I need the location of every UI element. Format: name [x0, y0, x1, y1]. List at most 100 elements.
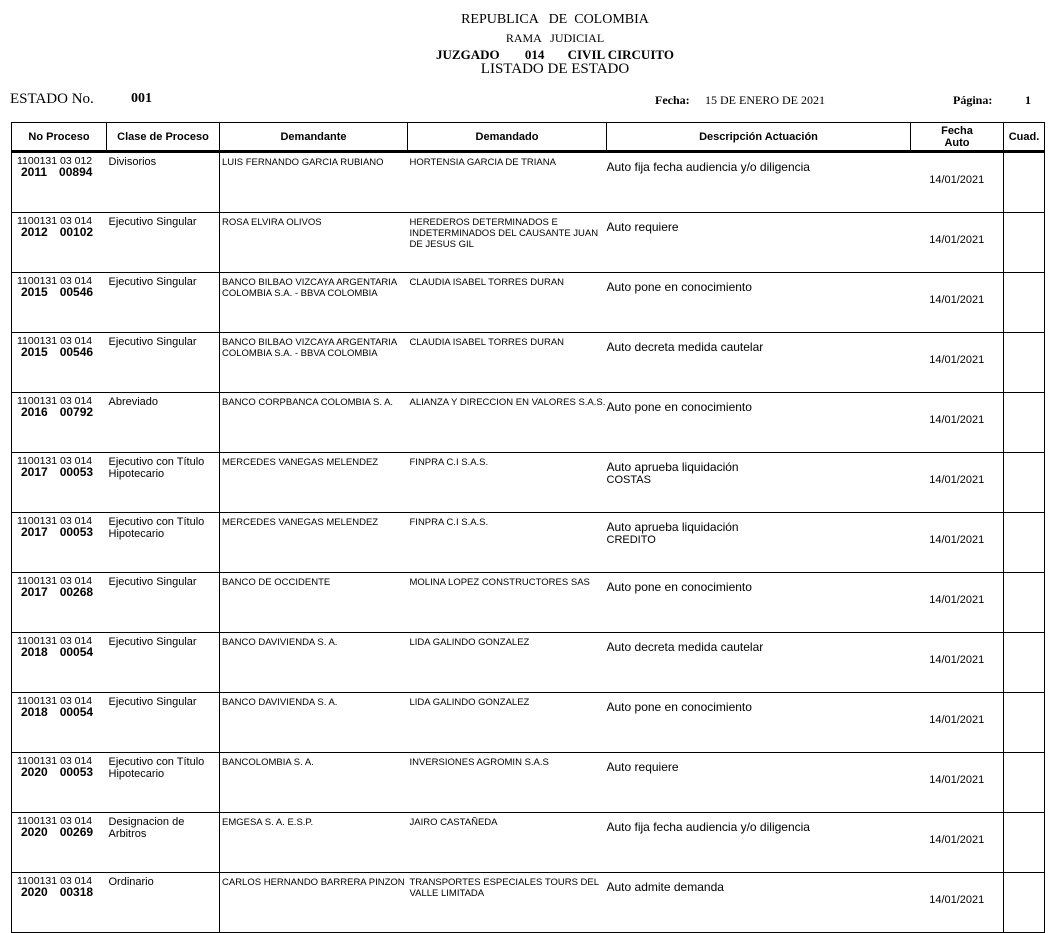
radicado: 1100131 03 014	[17, 575, 93, 587]
cuad	[1003, 452, 1045, 513]
anio: 2017	[21, 585, 48, 599]
actuacion: Auto pone en conocimiento	[606, 400, 752, 414]
actuacion: Auto pone en conocimiento	[606, 580, 752, 594]
table-row: 1100131 03 014 2017 00268 Ejecutivo Singul…	[11, 572, 1045, 633]
descripcion-actuacion: Auto pone en conocimiento	[606, 272, 911, 333]
no-proceso: 1100131 03 014 2015 00546	[11, 332, 107, 393]
clase-proceso: Ejecutivo con Título Hipotecario	[106, 752, 220, 813]
anio: 2018	[21, 705, 48, 719]
no-proceso: 1100131 03 014 2016 00792	[11, 392, 107, 453]
demandado: FINPRA C.I S.A.S.	[407, 512, 607, 573]
estado-label: ESTADO No.	[10, 91, 94, 107]
col-cuad: Cuad.	[1003, 122, 1045, 153]
demandado: HORTENSIA GARCIA DE TRIANA	[407, 151, 607, 213]
cuad	[1003, 572, 1045, 633]
table-row: 1100131 03 012 2011 00894 Divisorios LUIS …	[11, 151, 1045, 213]
descripcion-actuacion: Auto requiere	[606, 752, 911, 813]
cuad	[1003, 512, 1045, 573]
demandado: HEREDEROS DETERMINADOS E INDETERMINADOS …	[407, 212, 607, 273]
anio: 2011	[21, 165, 48, 179]
demandado: JAIRO CASTAÑEDA	[407, 812, 607, 873]
pagina-label: Página:	[953, 93, 993, 107]
actuacion: Auto requiere	[606, 760, 679, 774]
table-row: 1100131 03 014 2016 00792 Abreviado BANCO …	[11, 392, 1045, 453]
numero: 00054	[59, 645, 94, 659]
descripcion-actuacion: Auto pone en conocimiento	[606, 692, 911, 753]
radicado: 1100131 03 014	[17, 215, 93, 227]
table-row: 1100131 03 014 2017 00053 Ejecutivo con Tí…	[11, 452, 1045, 513]
clase-proceso: Ejecutivo Singular	[106, 572, 220, 633]
demandado: ALIANZA Y DIRECCION EN VALORES S.A.S.	[407, 392, 607, 453]
col-no-proceso: No Proceso	[11, 122, 107, 153]
clase-proceso: Ejecutivo Singular	[106, 212, 220, 273]
demandado: CLAUDIA ISABEL TORRES DURAN	[407, 332, 607, 393]
demandante: CARLOS HERNANDO BARRERA PINZON	[219, 872, 408, 933]
demandado: INVERSIONES AGROMIN S.A.S	[407, 752, 607, 813]
actuacion: Auto pone en conocimiento	[606, 700, 752, 714]
actuacion: Auto decreta medida cautelar	[606, 640, 764, 654]
actuacion: Auto fija fecha audiencia y/o diligencia	[606, 820, 810, 834]
actuacion-detalle: COSTAS	[606, 474, 651, 486]
actuacion: Auto aprueba liquidación	[606, 520, 739, 534]
actuacion-detalle: CREDITO	[606, 534, 656, 546]
cuad	[1003, 812, 1045, 873]
juzgado-type: CIVIL CIRCUITO	[567, 47, 674, 62]
demandante: BANCO BILBAO VIZCAYA ARGENTARIA COLOMBIA…	[219, 332, 408, 393]
fecha-auto: 14/01/2021	[910, 632, 1004, 693]
cuad	[1003, 151, 1045, 213]
clase-proceso: Ejecutivo Singular	[106, 632, 220, 693]
anio: 2015	[21, 285, 48, 299]
clase-proceso: Ejecutivo con Título Hipotecario	[106, 512, 220, 573]
fecha-auto: 14/01/2021	[910, 692, 1004, 753]
radicado: 1100131 03 012	[17, 155, 93, 167]
cuad	[1003, 752, 1045, 813]
demandante: BANCO BILBAO VIZCAYA ARGENTARIA COLOMBIA…	[219, 272, 408, 333]
juzgado-label: JUZGADO	[436, 47, 500, 62]
no-proceso: 1100131 03 014 2020 00269	[11, 812, 107, 873]
demandante: EMGESA S. A. E.S.P.	[219, 812, 408, 873]
no-proceso: 1100131 03 014 2017 00053	[11, 512, 107, 573]
numero: 00792	[59, 405, 94, 419]
demandante: BANCO CORPBANCA COLOMBIA S. A.	[219, 392, 408, 453]
clase-proceso: Ordinario	[106, 872, 220, 933]
demandante: BANCO DAVIVIENDA S. A.	[219, 632, 408, 693]
numero: 00546	[59, 285, 94, 299]
cuad	[1003, 872, 1045, 933]
demandado: LIDA GALINDO GONZALEZ	[407, 632, 607, 693]
table-row: 1100131 03 014 2012 00102 Ejecutivo Singul…	[11, 212, 1045, 273]
fecha-auto: 14/01/2021	[910, 212, 1004, 273]
no-proceso: 1100131 03 014 2018 00054	[11, 632, 107, 693]
table-row: 1100131 03 014 2018 00054 Ejecutivo Singul…	[11, 692, 1045, 753]
table-row: 1100131 03 014 2020 00318 Ordinario CARLOS…	[11, 872, 1045, 933]
actuacion: Auto decreta medida cautelar	[606, 340, 764, 354]
numero: 00054	[59, 705, 94, 719]
descripcion-actuacion: Auto requiere	[606, 212, 911, 273]
demandante: MERCEDES VANEGAS MELENDEZ	[219, 512, 408, 573]
numero: 00318	[59, 885, 94, 899]
col-demandado: Demandado	[407, 122, 607, 153]
table-row: 1100131 03 014 2020 00053 Ejecutivo con Tí…	[11, 752, 1045, 813]
numero: 00053	[59, 525, 94, 539]
demandado: CLAUDIA ISABEL TORRES DURAN	[407, 272, 607, 333]
demandante: MERCEDES VANEGAS MELENDEZ	[219, 452, 408, 513]
cuad	[1003, 632, 1045, 693]
anio: 2020	[21, 885, 48, 899]
radicado: 1100131 03 014	[17, 275, 93, 287]
col-demandante: Demandante	[219, 122, 408, 153]
anio: 2017	[21, 465, 48, 479]
fecha-auto: 14/01/2021	[910, 572, 1004, 633]
fecha-auto: 14/01/2021	[910, 272, 1004, 333]
radicado: 1100131 03 014	[17, 395, 93, 407]
no-proceso: 1100131 03 014 2020 00318	[11, 872, 107, 933]
anio: 2017	[21, 525, 48, 539]
clase-proceso: Ejecutivo Singular	[106, 692, 220, 753]
cuad	[1003, 212, 1045, 273]
demandante: BANCOLOMBIA S. A.	[219, 752, 408, 813]
radicado: 1100131 03 014	[17, 455, 93, 467]
actuacion: Auto pone en conocimiento	[606, 280, 752, 294]
clase-proceso: Ejecutivo Singular	[106, 272, 220, 333]
no-proceso: 1100131 03 014 2015 00546	[11, 272, 107, 333]
fecha-auto: 14/01/2021	[910, 452, 1004, 513]
fecha-auto: 14/01/2021	[910, 392, 1004, 453]
table-row: 1100131 03 014 2018 00054 Ejecutivo Singul…	[11, 632, 1045, 693]
